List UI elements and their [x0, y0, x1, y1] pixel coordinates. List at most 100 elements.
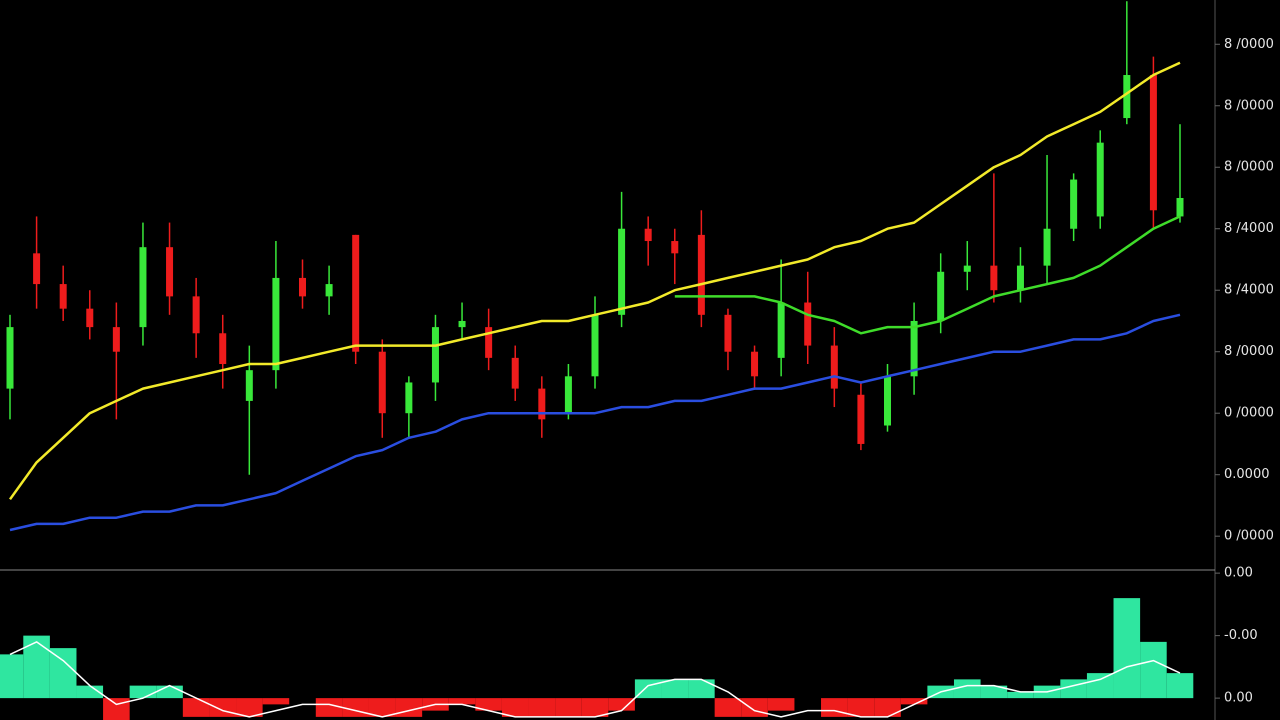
candle-body [431, 327, 439, 383]
candle-body [378, 351, 386, 414]
candle-body [245, 370, 253, 401]
candle-body [1043, 228, 1051, 266]
candle-body [485, 327, 493, 358]
candle-body [777, 302, 785, 358]
histogram-bar [156, 685, 183, 699]
candle-body [724, 314, 732, 352]
y-tick-label: 0 /0000 [1224, 406, 1274, 421]
candle-body [751, 351, 759, 377]
candle-body [59, 284, 67, 309]
histogram-bar [688, 679, 715, 699]
histogram-bar [368, 698, 396, 717]
candle-body [937, 271, 945, 321]
candle-body [857, 394, 865, 444]
histogram-bar [103, 698, 130, 720]
y-tick-label: 0 /0000 [1224, 529, 1274, 544]
histogram-bar [741, 698, 768, 717]
candle-body [139, 247, 147, 328]
histogram-bar [1007, 691, 1034, 699]
candle-body [644, 228, 652, 242]
histogram-bar [767, 698, 795, 711]
histogram-bar [1113, 598, 1141, 699]
candle-body [697, 234, 705, 315]
candle-body [538, 388, 546, 420]
histogram-bar [23, 635, 50, 699]
candle-body [1070, 179, 1078, 229]
candle-body [564, 376, 572, 414]
y-tick-label: 8 /0000 [1224, 98, 1274, 113]
candle-body [219, 333, 227, 365]
histogram-bar [528, 698, 556, 717]
histogram-bar [953, 679, 981, 699]
histogram-bar [262, 698, 290, 705]
histogram-bar [0, 654, 24, 699]
candle-body [990, 265, 998, 291]
histogram-bar [475, 698, 502, 711]
histogram-bar [395, 698, 423, 717]
candle-body [272, 277, 280, 371]
indicator-line [8, 61, 1181, 501]
histogram-bar [49, 648, 77, 699]
y-tick-label: 0.0000 [1224, 467, 1270, 482]
histogram-bar [209, 698, 237, 717]
histogram-bar [1060, 679, 1087, 699]
candle-body [6, 327, 14, 389]
histogram-bar [76, 685, 104, 699]
histogram-bar [315, 698, 343, 717]
y-tick-label: 8 /0000 [1224, 160, 1274, 175]
histogram-bar [847, 698, 875, 717]
candle-body [1016, 265, 1024, 291]
indicator-line [9, 313, 1181, 532]
candle-body [86, 308, 94, 328]
histogram-bar [555, 698, 582, 717]
histogram-bar [661, 679, 689, 699]
histogram-bar [1086, 673, 1114, 699]
candle-body [1096, 142, 1104, 217]
candle-body [591, 314, 599, 377]
indicator-line [674, 215, 1181, 335]
candle-body [804, 302, 812, 346]
candle-body [33, 253, 41, 285]
histogram-bar [581, 698, 609, 717]
histogram-bar [980, 685, 1008, 699]
candle-body [299, 277, 306, 297]
candle-body [1176, 197, 1184, 217]
histogram-bar [448, 698, 476, 705]
candle-body [1149, 75, 1157, 211]
histogram-bar [900, 698, 928, 705]
candle-body [618, 228, 626, 315]
histogram-bar [129, 685, 157, 699]
histogram-bar [1166, 673, 1194, 699]
candle-body [884, 376, 891, 426]
candle-body [192, 296, 200, 334]
y-tick-label: 0.00 [1224, 566, 1253, 581]
candle-body [325, 284, 333, 297]
candle-body [352, 234, 360, 352]
y-tick-label: 0.00 [1224, 691, 1253, 706]
y-tick-label: 8 /0000 [1224, 344, 1274, 359]
candle-body [166, 247, 174, 297]
y-tick-label: -0.00 [1224, 628, 1258, 643]
histogram-bar [182, 698, 210, 717]
y-tick-label: 8 /4000 [1224, 283, 1274, 298]
candle-body [458, 320, 466, 328]
histogram-bar [821, 698, 848, 717]
indicator-line [9, 641, 1181, 718]
histogram-bar [342, 698, 369, 717]
candle-body [405, 382, 413, 414]
histogram-bar [608, 698, 635, 711]
candle-body [112, 327, 120, 352]
candle-body [830, 345, 838, 389]
y-tick-label: 8 /0000 [1224, 37, 1274, 52]
histogram-bar [874, 698, 901, 717]
y-tick-label: 8 /4000 [1224, 221, 1274, 236]
candle-body [963, 265, 971, 272]
candle-body [511, 357, 519, 389]
candle-body [671, 241, 679, 254]
candle-body [910, 320, 918, 377]
histogram-bar [236, 698, 263, 717]
histogram-bar [501, 698, 529, 717]
histogram-bar [714, 698, 742, 717]
